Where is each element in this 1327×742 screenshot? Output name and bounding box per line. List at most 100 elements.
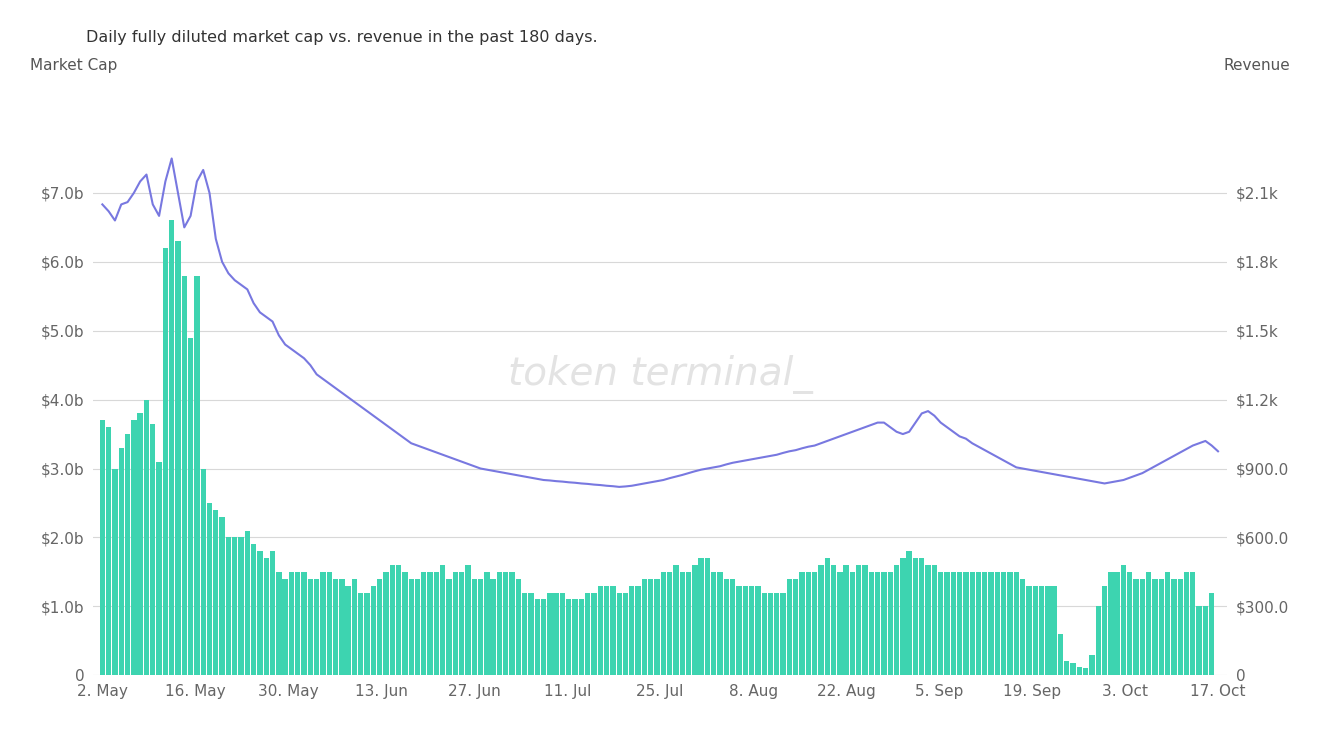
Bar <box>390 565 395 675</box>
Bar <box>157 462 162 675</box>
Bar <box>264 558 269 675</box>
Bar <box>314 579 320 675</box>
Bar <box>384 572 389 675</box>
Bar <box>1101 585 1107 675</box>
Bar <box>572 600 577 675</box>
Bar <box>1147 572 1152 675</box>
Bar <box>673 565 678 675</box>
Bar <box>1046 585 1051 675</box>
Bar <box>1127 572 1132 675</box>
Bar <box>957 572 962 675</box>
Bar <box>686 572 691 675</box>
Bar <box>844 565 849 675</box>
Bar <box>762 593 767 675</box>
Bar <box>920 558 925 675</box>
Bar <box>239 537 244 675</box>
Bar <box>642 579 648 675</box>
Bar <box>824 558 829 675</box>
Bar <box>421 572 426 675</box>
Bar <box>698 558 703 675</box>
Bar <box>874 572 880 675</box>
Bar <box>743 585 748 675</box>
Bar <box>333 579 338 675</box>
Bar <box>963 572 969 675</box>
Bar <box>1007 572 1013 675</box>
Bar <box>945 572 950 675</box>
Bar <box>831 565 836 675</box>
Bar <box>207 503 212 675</box>
Bar <box>1064 661 1070 675</box>
Bar <box>622 593 628 675</box>
Bar <box>856 565 861 675</box>
Bar <box>169 220 174 675</box>
Bar <box>106 427 111 675</box>
Bar <box>188 338 194 675</box>
Bar <box>1089 654 1095 675</box>
Bar <box>491 579 496 675</box>
Bar <box>427 572 433 675</box>
Bar <box>900 558 905 675</box>
Bar <box>585 593 591 675</box>
Bar <box>345 585 350 675</box>
Bar <box>938 572 943 675</box>
Bar <box>194 275 199 675</box>
Bar <box>849 572 855 675</box>
Bar <box>1014 572 1019 675</box>
Bar <box>131 420 137 675</box>
Bar <box>466 565 471 675</box>
Bar <box>592 593 597 675</box>
Bar <box>295 572 300 675</box>
Bar <box>1190 572 1196 675</box>
Bar <box>113 468 118 675</box>
Bar <box>283 579 288 675</box>
Bar <box>982 572 987 675</box>
Bar <box>1121 565 1127 675</box>
Bar <box>975 572 981 675</box>
Bar <box>794 579 799 675</box>
Bar <box>1051 585 1056 675</box>
Bar <box>522 593 527 675</box>
Bar <box>503 572 508 675</box>
Bar <box>1058 634 1063 675</box>
Bar <box>705 558 710 675</box>
Text: Revenue: Revenue <box>1223 59 1290 73</box>
Bar <box>528 593 533 675</box>
Bar <box>1032 585 1038 675</box>
Bar <box>358 593 364 675</box>
Bar <box>535 600 540 675</box>
Bar <box>1115 572 1120 675</box>
Bar <box>257 551 263 675</box>
Bar <box>755 585 760 675</box>
Bar <box>560 593 565 675</box>
Bar <box>496 572 502 675</box>
Bar <box>679 572 685 675</box>
Bar <box>484 572 490 675</box>
Bar <box>837 572 843 675</box>
Bar <box>1140 579 1145 675</box>
Bar <box>768 593 774 675</box>
Bar <box>510 572 515 675</box>
Bar <box>799 572 804 675</box>
Bar <box>269 551 275 675</box>
Bar <box>1108 572 1113 675</box>
Bar <box>352 579 357 675</box>
Bar <box>1096 606 1101 675</box>
Bar <box>516 579 522 675</box>
Bar <box>1209 593 1214 675</box>
Bar <box>163 248 169 675</box>
Bar <box>289 572 295 675</box>
Bar <box>1020 579 1026 675</box>
Bar <box>459 572 464 675</box>
Bar <box>301 572 307 675</box>
Bar <box>1172 579 1177 675</box>
Bar <box>888 572 893 675</box>
Bar <box>308 579 313 675</box>
Bar <box>906 551 912 675</box>
Bar <box>1083 669 1088 675</box>
Bar <box>610 585 616 675</box>
Text: token terminal_: token terminal_ <box>508 355 812 394</box>
Bar <box>1184 572 1189 675</box>
Bar <box>748 585 754 675</box>
Bar <box>617 593 622 675</box>
Bar <box>415 579 421 675</box>
